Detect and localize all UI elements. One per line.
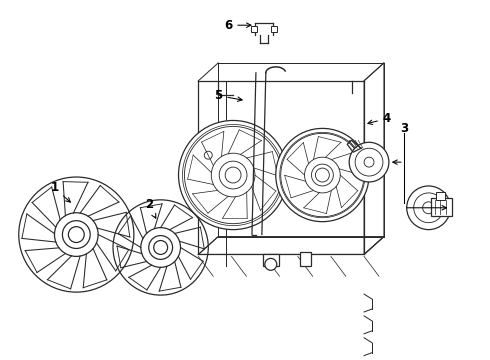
Bar	[431, 198, 452, 216]
Polygon shape	[198, 237, 384, 255]
Bar	[271, 26, 277, 32]
Bar	[263, 255, 279, 266]
Text: 2: 2	[145, 198, 156, 218]
Bar	[299, 252, 312, 266]
Circle shape	[265, 258, 277, 270]
Bar	[436, 192, 445, 200]
Text: 1: 1	[50, 181, 71, 202]
Circle shape	[407, 186, 450, 230]
Circle shape	[349, 142, 389, 182]
Circle shape	[178, 121, 288, 230]
Bar	[251, 26, 257, 32]
Text: 3: 3	[400, 122, 408, 135]
Text: 6: 6	[224, 19, 251, 32]
Circle shape	[276, 129, 369, 222]
Text: 5: 5	[214, 89, 242, 102]
Text: 4: 4	[368, 112, 391, 125]
Polygon shape	[364, 63, 384, 255]
